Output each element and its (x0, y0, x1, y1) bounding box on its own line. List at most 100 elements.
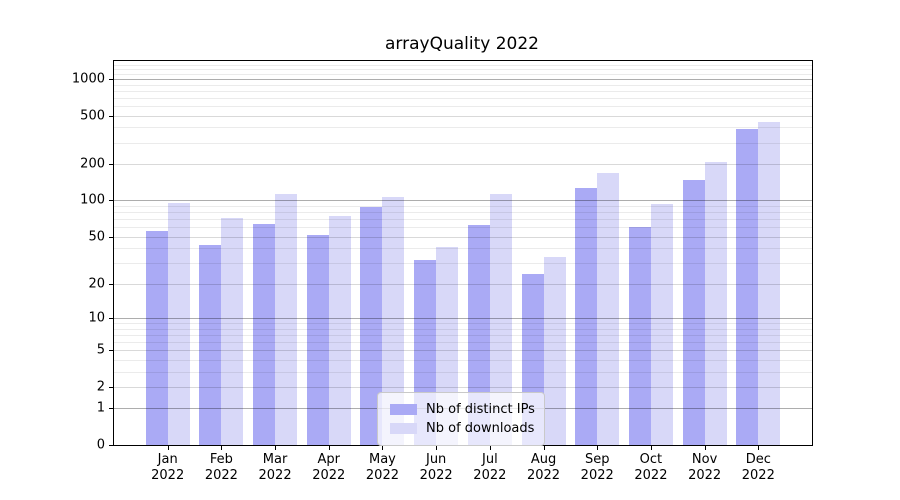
gridline-80 (114, 212, 812, 214)
x-tick-mark-mar (275, 445, 277, 450)
x-tick-year-jan: 2022 (151, 468, 185, 483)
gridline-7 (114, 334, 812, 336)
gridline-8 (114, 328, 812, 330)
x-tick-mark-feb (221, 445, 223, 450)
x-tick-mark-oct (650, 445, 652, 450)
y-tick-mark-100 (109, 200, 114, 202)
x-tick-mark-may (382, 445, 384, 450)
x-tick-year-sep: 2022 (580, 468, 614, 483)
y-tick-mark-0 (109, 445, 114, 446)
y-tick-mark-1000 (109, 78, 114, 80)
y-tick-label-0: 0 (96, 437, 105, 453)
x-tick-mark-apr (328, 445, 330, 450)
x-tick-label-jun: Jun 2022 (404, 452, 468, 484)
x-tick-label-jan: Jan 2022 (136, 452, 200, 484)
gridline-9 (114, 323, 812, 324)
x-tick-year-apr: 2022 (312, 468, 346, 483)
y-tick-mark-10 (109, 317, 114, 319)
legend-swatch-downloads (390, 423, 417, 434)
gridline-100 (114, 200, 812, 202)
x-tick-mark-jun (436, 445, 438, 450)
x-tick-label-oct: Oct 2022 (619, 452, 683, 484)
bar-jul-downloads (489, 193, 512, 445)
gridline-300 (114, 142, 812, 144)
gridline-1000 (114, 78, 812, 80)
x-tick-year-jul: 2022 (473, 468, 507, 483)
bar-apr-ips (306, 234, 329, 445)
x-tick-year-feb: 2022 (204, 468, 238, 483)
bar-sep-downloads (597, 172, 620, 445)
gridlines-layer (114, 61, 812, 445)
y-tick-label-20: 20 (88, 276, 105, 292)
gridline-50 (114, 236, 812, 238)
y-tick-label-1: 1 (96, 400, 105, 416)
plot-area: 0 1 2 5 10 20 50 100 200 500 1000 Jan 2022 Feb 2022 Mar… (72, 60, 813, 483)
y-tick-label-2: 2 (96, 379, 105, 395)
gridline-1200 (114, 69, 812, 71)
gridline-40 (114, 248, 812, 250)
x-tick-mark-dec (758, 445, 760, 450)
y-tick-label-50: 50 (88, 229, 105, 245)
y-tick-label-10: 10 (88, 310, 105, 326)
bar-sep-ips (575, 187, 598, 445)
gridline-500 (114, 115, 812, 117)
y-tick-mark-20 (109, 283, 114, 285)
x-tick-year-aug: 2022 (526, 468, 561, 483)
bar-jan-downloads (167, 203, 190, 445)
legend-label-downloads: Nb of downloads (426, 421, 535, 436)
bar-may-ips (360, 207, 383, 445)
bar-feb-ips (199, 244, 222, 445)
bar-mar-downloads (275, 194, 298, 445)
gridline-6 (114, 341, 812, 343)
y-tick-mark-2 (109, 386, 114, 388)
bar-oct-downloads (650, 203, 673, 445)
bar-dec-downloads (758, 121, 781, 445)
y-tick-mark-50 (109, 236, 114, 238)
x-tick-year-may: 2022 (365, 468, 399, 483)
gridline-900 (114, 84, 812, 86)
x-tick-label-apr: Apr 2022 (297, 452, 361, 484)
bar-aug-downloads (543, 256, 566, 445)
gridline-400 (114, 127, 812, 129)
gridline-30 (114, 263, 812, 265)
gridline-60 (114, 227, 812, 229)
x-tick-year-dec: 2022 (741, 468, 775, 483)
y-tick-mark-200 (109, 164, 114, 165)
x-tick-label-feb: Feb 2022 (189, 452, 253, 484)
gridline-1100 (114, 73, 812, 75)
y-tick-label-1000: 1000 (71, 71, 105, 87)
axis-ticks-layer: 0 1 2 5 10 20 50 100 200 500 1000 Jan 2022 Feb 2022 Mar… (72, 61, 812, 483)
y-tick-label-100: 100 (80, 192, 105, 208)
x-tick-label-sep: Sep 2022 (565, 452, 629, 484)
x-tick-year-jun: 2022 (419, 468, 453, 483)
gridline-600 (114, 105, 812, 107)
x-tick-mark-sep (597, 445, 599, 450)
bar-nov-ips (682, 180, 705, 445)
gridline-4 (114, 359, 812, 361)
x-tick-label-may: May 2022 (350, 452, 414, 484)
chart-title: arrayQuality 2022 (385, 34, 539, 54)
x-tick-year-nov: 2022 (688, 468, 722, 483)
bar-jul-ips (467, 224, 490, 445)
y-tick-label-5: 5 (96, 342, 105, 358)
legend-swatch-distinct-ips (390, 404, 417, 415)
gridline-200 (114, 164, 812, 165)
bar-mar-ips (253, 223, 276, 445)
y-tick-mark-1 (109, 408, 114, 410)
x-tick-mark-aug (543, 445, 545, 450)
x-tick-mark-jan (167, 445, 169, 450)
legend-row-downloads: Nb of downloads (390, 419, 534, 438)
legend-row-distinct-ips: Nb of distinct IPs (390, 400, 535, 419)
x-tick-label-jul: Jul 2022 (458, 452, 522, 484)
bar-oct-ips (628, 227, 651, 445)
gridline-2 (114, 386, 812, 388)
x-tick-label-aug: Aug 2022 (512, 452, 576, 484)
x-tick-mark-nov (704, 445, 706, 450)
y-tick-label-500: 500 (80, 108, 105, 124)
y-tick-mark-500 (109, 115, 114, 117)
gridline-3 (114, 371, 812, 373)
y-tick-mark-5 (109, 350, 114, 352)
legend-label-distinct-ips: Nb of distinct IPs (426, 402, 535, 417)
legend: Nb of distinct IPs Nb of downloads (377, 392, 545, 446)
